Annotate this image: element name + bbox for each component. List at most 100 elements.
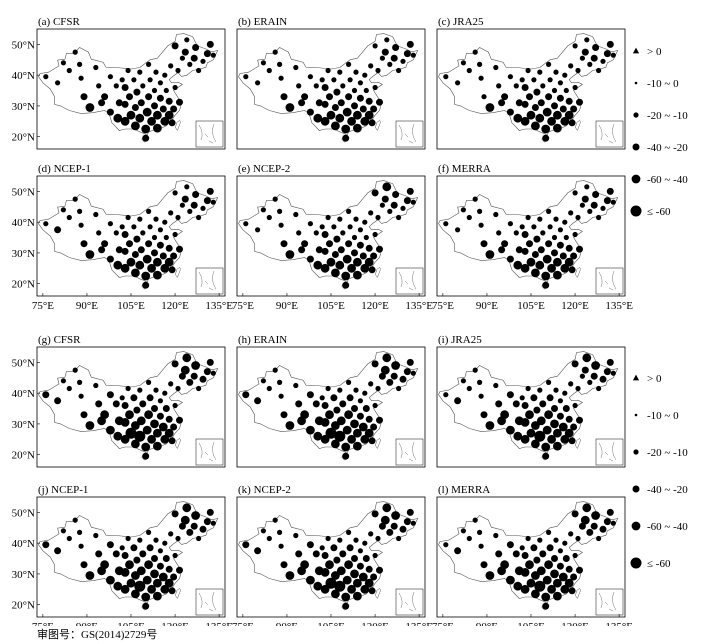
station-symbol [568, 531, 574, 537]
station-symbol [362, 540, 368, 546]
station-symbol [182, 503, 192, 513]
station-symbol [364, 110, 374, 120]
station-symbol [521, 552, 529, 559]
station-symbol [535, 260, 545, 270]
station-symbol [531, 571, 540, 580]
south-china-sea-inset [595, 120, 624, 148]
station-symbol [60, 207, 66, 213]
station-symbol [506, 108, 514, 116]
station-symbol [339, 400, 347, 408]
station-symbol [160, 263, 170, 273]
station-symbol [544, 410, 553, 420]
station-symbol [153, 428, 162, 438]
station-symbol [563, 87, 569, 94]
station-symbol [168, 531, 174, 537]
station-symbol [156, 94, 164, 102]
station-symbol [579, 55, 586, 61]
station-symbol [557, 227, 564, 233]
station-symbol [162, 540, 168, 546]
station-symbol [146, 529, 152, 536]
station-symbol [151, 102, 158, 110]
station-symbol [156, 241, 164, 249]
station-symbol [571, 510, 579, 518]
station-symbol [365, 415, 373, 423]
south-china-sea-inset [395, 267, 424, 295]
station-symbol [321, 100, 329, 108]
station-symbol [495, 400, 503, 408]
station-symbol [80, 411, 88, 419]
station-symbol [406, 40, 414, 48]
station-symbol [135, 260, 145, 270]
station-symbol [301, 240, 309, 248]
station-symbol [151, 555, 158, 562]
station-symbol [537, 246, 545, 254]
station-symbol [376, 98, 383, 106]
station-symbol [376, 566, 383, 574]
lat-tick-label: 20°N [12, 279, 35, 291]
legend-circle-icon [632, 485, 640, 493]
station-symbol [477, 208, 483, 214]
station-symbol [334, 580, 346, 592]
station-symbol [381, 48, 389, 56]
legend-triangle-icon [632, 374, 640, 381]
station-symbol [146, 208, 152, 214]
station-symbol [533, 88, 541, 96]
station-symbol [165, 244, 173, 252]
station-symbol [164, 578, 174, 588]
station-symbol [285, 103, 295, 112]
station-symbol [95, 400, 103, 408]
station-symbol [480, 240, 488, 248]
inset-islands [598, 123, 617, 144]
station-symbol [581, 48, 589, 56]
station-symbol [107, 74, 113, 80]
station-symbol [150, 569, 159, 579]
legend-circle-icon [633, 449, 639, 455]
station-symbol [513, 83, 519, 89]
china-outline [38, 351, 219, 454]
station-symbol [43, 221, 49, 227]
station-symbol [42, 541, 50, 549]
station-symbol [353, 387, 359, 393]
station-symbol [131, 77, 137, 83]
station-symbol [606, 508, 614, 516]
station-symbol [526, 110, 536, 120]
station-symbol [576, 416, 583, 424]
station-symbol [341, 124, 351, 134]
taiwan-outline [575, 120, 581, 132]
station-symbol [406, 358, 414, 366]
station-symbol [153, 578, 162, 588]
panel-title: (j) NCEP-1 [38, 484, 88, 496]
lon-tick-label: 105°E [517, 621, 545, 626]
station-symbol [306, 391, 314, 399]
panel-title: (b) ERAIN [238, 16, 287, 28]
station-symbol [586, 528, 594, 536]
station-symbol [587, 208, 593, 214]
station-symbol [196, 214, 202, 221]
station-symbol [368, 437, 376, 445]
station-symbol [137, 387, 143, 393]
station-symbol [133, 235, 141, 243]
station-symbol [372, 552, 378, 559]
station-symbol [562, 72, 568, 78]
station-symbol [382, 503, 392, 513]
station-symbol [378, 522, 386, 530]
station-symbol [534, 580, 546, 592]
station-symbol [546, 544, 554, 552]
station-symbol [485, 250, 495, 259]
station-symbol [596, 535, 602, 542]
station-symbol [296, 83, 302, 89]
station-symbol [141, 124, 151, 134]
station-symbol [121, 84, 129, 91]
station-symbol [168, 63, 174, 69]
station-symbol [578, 522, 586, 530]
lon-tick-label: 135°E [605, 621, 633, 626]
station-symbol [153, 110, 162, 120]
station-symbol [136, 566, 146, 576]
station-symbol [187, 208, 193, 214]
station-symbol [145, 93, 153, 101]
station-symbol [160, 434, 170, 444]
station-symbol [121, 402, 129, 409]
legend-circle-icon [633, 112, 639, 118]
station-symbol [125, 560, 134, 570]
